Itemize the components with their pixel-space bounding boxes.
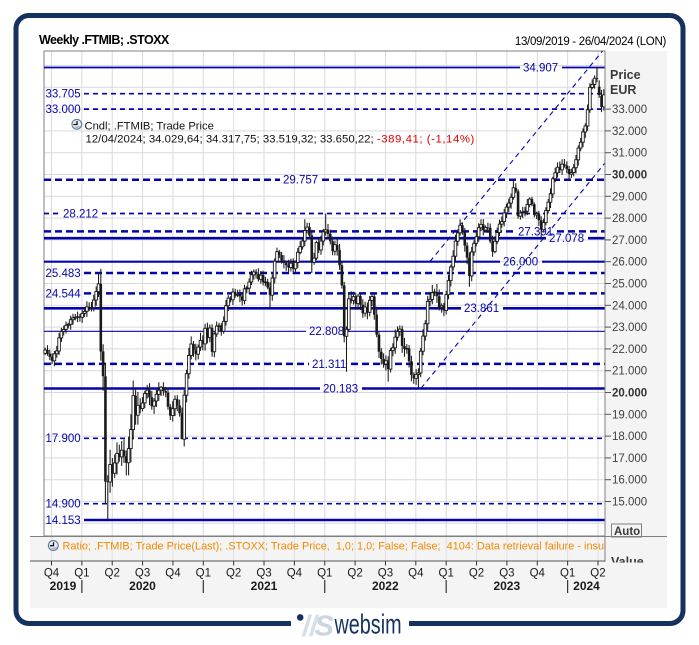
svg-text:Q4: Q4 [287,568,303,580]
svg-text:2020: 2020 [129,579,156,593]
svg-text:26.000: 26.000 [612,257,647,269]
svg-text:Q3: Q3 [378,568,393,580]
svg-text:Q3: Q3 [499,568,514,580]
svg-text:32.000: 32.000 [612,126,647,138]
svg-text:28.212: 28.212 [63,208,98,220]
svg-text:33.000: 33.000 [46,104,81,116]
svg-text:2021: 2021 [251,579,278,593]
svg-text:21.000: 21.000 [612,366,647,378]
svg-text:33.705: 33.705 [46,89,81,101]
svg-text:13/09/2019 - 26/04/2024 (LON): 13/09/2019 - 26/04/2024 (LON) [515,36,667,48]
svg-text:29.757: 29.757 [283,175,318,187]
svg-text:Q3: Q3 [135,568,150,580]
svg-text:25.483: 25.483 [46,268,81,280]
svg-text:Auto: Auto [614,526,640,538]
svg-text:Q4: Q4 [165,568,181,580]
svg-text:33.000: 33.000 [612,104,647,116]
svg-text:Value: Value [611,555,644,569]
svg-text:29.000: 29.000 [612,191,647,203]
svg-text:20.183: 20.183 [323,383,358,395]
svg-text:Q1: Q1 [439,568,454,580]
svg-text:Q4: Q4 [44,568,60,580]
svg-text:12/04/2024; 34.029,64; 34.317,: 12/04/2024; 34.029,64; 34.317,75; 33.519… [86,134,475,146]
svg-text:23.861: 23.861 [464,303,499,315]
svg-text:Weekly .FTMIB; .STOXX: Weekly .FTMIB; .STOXX [39,33,170,47]
svg-text:17.000: 17.000 [612,453,647,465]
svg-text:31.000: 31.000 [612,148,647,160]
svg-text:2024: 2024 [573,579,600,593]
svg-text:27.078: 27.078 [549,233,584,245]
svg-text:20.000: 20.000 [612,388,647,400]
svg-text:25.000: 25.000 [612,279,647,291]
svg-text:21.311: 21.311 [312,359,346,371]
svg-text:Q2: Q2 [226,568,241,580]
svg-text:Ratio; .FTMIB; Trade Price(Las: Ratio; .FTMIB; Trade Price(Last); .STOXX… [63,541,609,553]
svg-text:Q1: Q1 [317,568,332,580]
svg-text:24.000: 24.000 [612,300,647,312]
svg-text:16.000: 16.000 [612,475,647,487]
svg-text:23.000: 23.000 [612,322,647,334]
svg-text:2022: 2022 [372,579,399,593]
svg-text:Q2: Q2 [105,568,120,580]
svg-text:30.000: 30.000 [612,170,647,182]
svg-text:Q1: Q1 [74,568,89,580]
svg-text:22.808: 22.808 [309,326,344,338]
svg-text:24.544: 24.544 [46,288,82,300]
svg-text:EUR: EUR [610,83,636,97]
svg-text:34.907: 34.907 [523,62,558,74]
svg-text:Price: Price [610,68,641,82]
svg-text:28.000: 28.000 [612,213,647,225]
svg-text:Q2: Q2 [347,568,362,580]
svg-text:14.153: 14.153 [46,515,81,527]
svg-text:Q4: Q4 [530,568,546,580]
svg-text:Cndl; .FTMIB; Trade Price: Cndl; .FTMIB; Trade Price [85,121,214,133]
svg-text:Q2: Q2 [469,568,484,580]
svg-text:2019: 2019 [50,579,77,593]
svg-text:Q2: Q2 [590,568,605,580]
svg-text:websim: websim [334,609,402,640]
svg-text:19.000: 19.000 [612,409,647,421]
svg-text:15.000: 15.000 [612,497,647,509]
svg-text:Q1: Q1 [196,568,211,580]
svg-text:17.900: 17.900 [46,433,81,445]
svg-text:27.000: 27.000 [612,235,647,247]
svg-text:Q4: Q4 [408,568,424,580]
svg-text:Q3: Q3 [256,568,271,580]
svg-text:26.000: 26.000 [503,257,538,269]
svg-text:18.000: 18.000 [612,431,647,443]
svg-text:14.900: 14.900 [46,499,81,511]
svg-text:S: S [315,611,335,641]
svg-text:2023: 2023 [493,579,520,593]
svg-text:22.000: 22.000 [612,344,647,356]
svg-text:Q1: Q1 [560,568,575,580]
